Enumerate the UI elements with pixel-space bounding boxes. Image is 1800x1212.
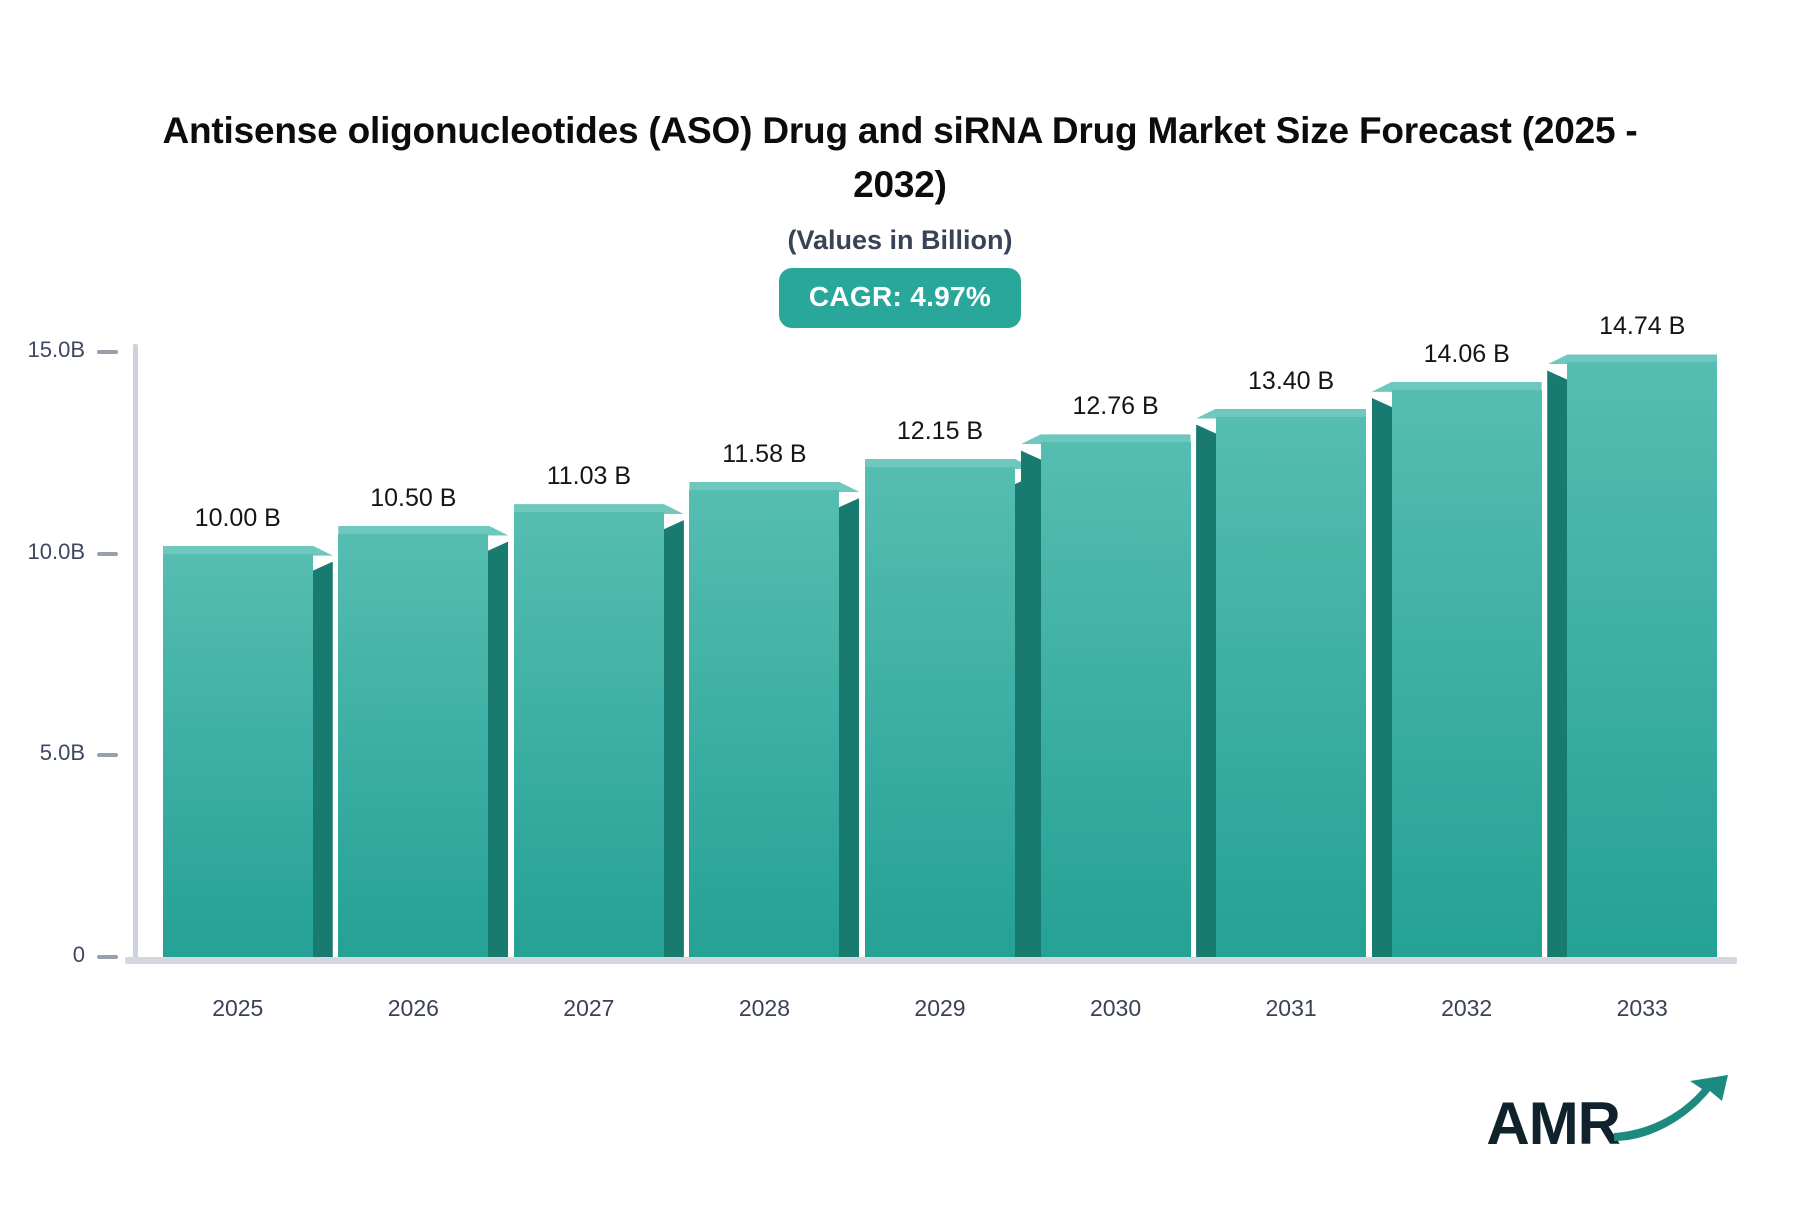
y-axis-label: 0 xyxy=(72,942,85,967)
bar-front-face xyxy=(689,489,840,957)
bar-2028[interactable]: 11.58 B xyxy=(689,439,860,957)
bar-top-face xyxy=(514,504,684,514)
bar-2027[interactable]: 11.03 B xyxy=(513,462,684,957)
bar-2026[interactable]: 10.50 B xyxy=(338,483,509,957)
bar-front-face xyxy=(865,466,1015,957)
chart-subtitle: (Values in Billion) xyxy=(787,225,1013,256)
y-axis-line xyxy=(133,344,138,961)
x-axis-label-2026: 2026 xyxy=(387,995,439,1021)
cagr-badge: CAGR: 4.97% xyxy=(778,268,1022,329)
bar-top-face xyxy=(163,546,333,556)
bar-value-label: 14.06 B xyxy=(1423,339,1510,368)
bar-side-face xyxy=(1020,450,1043,957)
chart-header: Antisense oligonucleotides (ASO) Drug an… xyxy=(0,104,1800,329)
bar-front-face xyxy=(513,512,664,957)
y-axis-tick xyxy=(97,753,118,758)
bar-value-label: 10.00 B xyxy=(194,503,281,532)
bar-front-face xyxy=(162,553,313,957)
bar-2030[interactable]: 12.76 B xyxy=(1020,392,1191,957)
logo-text: AMR xyxy=(1486,1090,1621,1157)
bar-front-face xyxy=(338,533,489,957)
bar-value-label: 11.58 B xyxy=(722,439,807,468)
x-axis-label-2028: 2028 xyxy=(738,995,791,1021)
chart-title: Antisense oligonucleotides (ASO) Drug an… xyxy=(162,110,1638,205)
bar-2032[interactable]: 14.06 B xyxy=(1371,339,1542,957)
bar-side-face xyxy=(1547,370,1570,957)
bar-top-face xyxy=(1371,381,1542,392)
x-axis-label-2029: 2029 xyxy=(914,995,966,1021)
growth-arrow-icon xyxy=(1610,1075,1740,1152)
bar-value-label: 12.15 B xyxy=(896,416,984,445)
y-axis-label: 5.0B xyxy=(39,740,85,766)
bar-top-face xyxy=(689,482,859,492)
y-axis-tick xyxy=(97,955,118,959)
bar-top-face xyxy=(1196,408,1367,419)
y-axis-tick xyxy=(97,350,118,354)
bar-top-face xyxy=(1547,354,1718,365)
x-axis-label-2025: 2025 xyxy=(212,995,264,1021)
x-axis-label-2030: 2030 xyxy=(1089,995,1142,1021)
bar-value-label: 12.76 B xyxy=(1072,392,1159,421)
bar-value-label: 13.40 B xyxy=(1248,366,1335,395)
amr-logo: AMR xyxy=(1486,1075,1740,1154)
x-axis-baseline xyxy=(125,957,1737,964)
bar-value-label: 14.74 B xyxy=(1599,312,1686,341)
bar-2029[interactable]: 12.15 B xyxy=(865,416,1035,957)
x-axis-label-2031: 2031 xyxy=(1265,995,1317,1021)
bar-top-face xyxy=(1020,434,1191,445)
x-axis-label-2033: 2033 xyxy=(1616,995,1668,1021)
bar-top-face xyxy=(338,526,508,536)
bar-front-face xyxy=(1216,416,1367,957)
bar-2025[interactable]: 10.00 B xyxy=(162,503,333,957)
bar-front-face xyxy=(1567,362,1718,957)
bar-2033[interactable]: 14.74 B xyxy=(1547,312,1718,957)
x-axis-label-2032: 2032 xyxy=(1441,995,1493,1021)
bar-front-face xyxy=(1391,389,1542,957)
bar-front-face xyxy=(1040,442,1191,957)
y-axis-label: 15.0B xyxy=(27,337,86,362)
bar-side-face xyxy=(837,497,860,957)
bar-side-face xyxy=(1371,397,1394,957)
y-axis-tick xyxy=(97,551,118,556)
x-axis-label-2027: 2027 xyxy=(563,995,615,1021)
bar-top-face xyxy=(865,459,1035,469)
bar-value-label: 11.03 B xyxy=(546,462,632,491)
bar-side-face xyxy=(661,520,684,957)
bar-2031[interactable]: 13.40 B xyxy=(1196,366,1367,957)
bar-side-face xyxy=(1196,424,1219,957)
bar-side-face xyxy=(310,561,333,957)
bar-value-label: 10.50 B xyxy=(370,483,457,512)
y-axis-label: 10.0B xyxy=(27,538,86,564)
bar-side-face xyxy=(486,541,509,957)
